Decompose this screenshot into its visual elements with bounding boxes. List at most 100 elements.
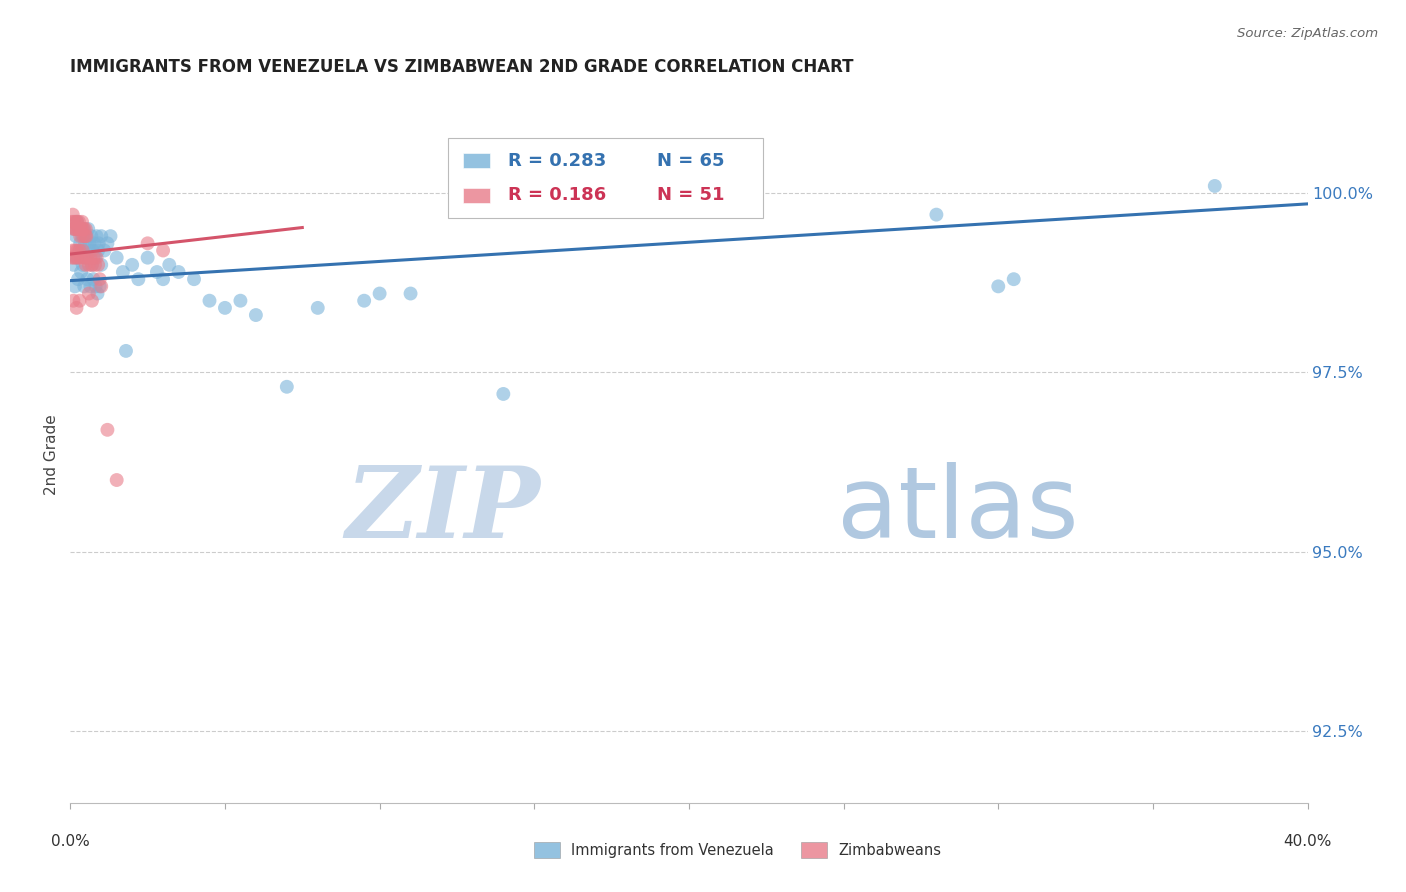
Point <box>1002 272 1025 286</box>
Point <box>96 236 118 251</box>
Point <box>73 279 96 293</box>
Point <box>77 222 100 236</box>
Point <box>83 236 105 251</box>
Point <box>167 265 190 279</box>
Point <box>65 222 87 236</box>
Point <box>93 244 115 258</box>
Point <box>127 272 149 286</box>
Point <box>75 251 97 265</box>
Point <box>65 215 87 229</box>
Point <box>77 244 100 258</box>
Point <box>121 258 143 272</box>
Point <box>72 244 94 258</box>
Point <box>75 229 97 244</box>
Point <box>183 272 205 286</box>
Point <box>90 229 112 244</box>
Point <box>60 251 83 265</box>
Point <box>136 251 159 265</box>
Point <box>82 272 105 286</box>
Point <box>84 251 107 265</box>
Point <box>62 293 84 308</box>
Point <box>89 279 111 293</box>
Point <box>80 229 103 244</box>
Point <box>65 251 87 265</box>
Text: Zimbabweans: Zimbabweans <box>838 843 941 857</box>
Point <box>70 215 93 229</box>
Point <box>66 244 89 258</box>
Point <box>67 272 90 286</box>
Point <box>77 258 100 272</box>
Bar <box>463 187 489 203</box>
Point <box>70 251 93 265</box>
Point <box>67 251 90 265</box>
Text: N = 65: N = 65 <box>657 152 724 169</box>
Point <box>353 293 375 308</box>
Point <box>987 279 1010 293</box>
Point <box>87 236 110 251</box>
Point <box>72 258 94 272</box>
Point <box>65 244 87 258</box>
Point <box>72 222 94 236</box>
Point <box>62 244 84 258</box>
Point <box>69 244 91 258</box>
Point <box>69 293 91 308</box>
Point <box>79 236 101 251</box>
Text: Source: ZipAtlas.com: Source: ZipAtlas.com <box>1237 27 1378 40</box>
Point <box>70 222 93 236</box>
Point <box>229 293 252 308</box>
Point <box>66 215 89 229</box>
Point <box>63 222 86 236</box>
Point <box>198 293 221 308</box>
Point <box>75 222 97 236</box>
Point <box>63 215 86 229</box>
Point <box>66 215 89 229</box>
Text: atlas: atlas <box>838 462 1078 559</box>
Point <box>245 308 267 322</box>
Point <box>77 286 100 301</box>
Text: IMMIGRANTS FROM VENEZUELA VS ZIMBABWEAN 2ND GRADE CORRELATION CHART: IMMIGRANTS FROM VENEZUELA VS ZIMBABWEAN … <box>70 58 853 76</box>
Point <box>62 222 84 236</box>
Point <box>69 236 91 251</box>
Point <box>307 301 329 315</box>
Point <box>75 229 97 244</box>
Point <box>925 208 948 222</box>
Point <box>69 229 91 244</box>
Text: ZIP: ZIP <box>346 462 540 558</box>
Point <box>90 279 112 293</box>
Text: 0.0%: 0.0% <box>51 834 90 849</box>
Point <box>87 244 110 258</box>
Point <box>79 251 101 265</box>
Point <box>67 222 90 236</box>
Point <box>96 423 118 437</box>
Point <box>80 258 103 272</box>
Text: N = 51: N = 51 <box>657 186 724 204</box>
Point <box>86 286 108 301</box>
Text: R = 0.186: R = 0.186 <box>509 186 606 204</box>
Point <box>152 244 174 258</box>
Bar <box>463 153 489 169</box>
Point <box>80 258 103 272</box>
Point <box>152 272 174 286</box>
Point <box>63 279 86 293</box>
Point <box>73 222 96 236</box>
Point <box>65 301 87 315</box>
Point <box>136 236 159 251</box>
Point <box>60 215 83 229</box>
FancyBboxPatch shape <box>447 138 763 219</box>
Point <box>65 251 87 265</box>
Point <box>69 244 91 258</box>
Point <box>79 279 101 293</box>
Point <box>89 272 111 286</box>
Point <box>75 229 97 244</box>
Point <box>62 258 84 272</box>
Point <box>76 272 98 286</box>
Point <box>399 286 422 301</box>
Point <box>75 258 97 272</box>
Point <box>368 286 391 301</box>
Point <box>73 251 96 265</box>
Point <box>76 251 98 265</box>
Text: R = 0.283: R = 0.283 <box>509 152 606 169</box>
Point <box>72 222 94 236</box>
Point <box>63 251 86 265</box>
Point <box>82 251 105 265</box>
